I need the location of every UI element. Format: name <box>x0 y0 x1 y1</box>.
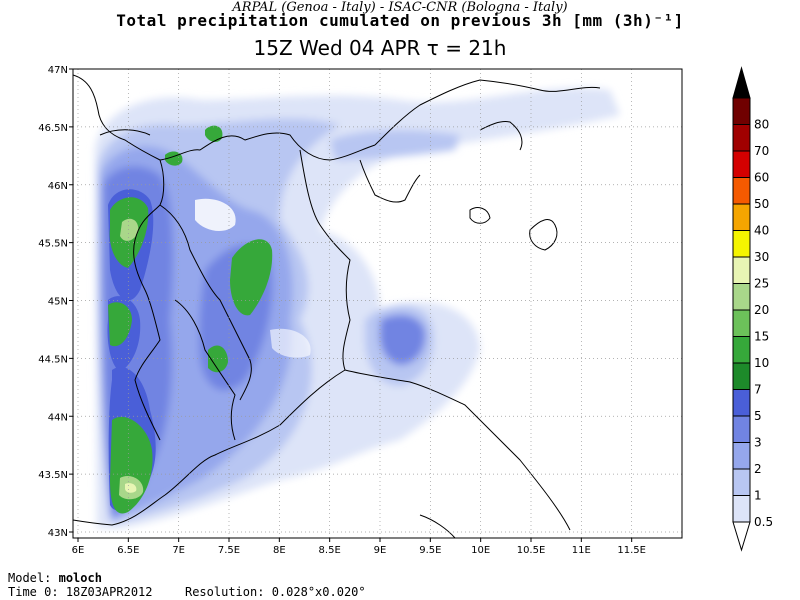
model-label: Model: <box>8 571 52 585</box>
lake-outline <box>469 207 491 224</box>
footer-model: Model: moloch <box>8 571 102 585</box>
axis-ticks: 6E 6.5E 7E 7.5E 8E 8.5E 9E 9.5E 10E 10.5E 11E 11.5E… <box>38 65 646 556</box>
colorbar-swatch <box>732 230 751 258</box>
precip-gap <box>195 198 236 232</box>
lon-tick-label: 9E <box>374 545 387 556</box>
resolution-value: 0.028°x0.020° <box>271 585 366 599</box>
region-border <box>479 121 523 151</box>
colorbar-level-label: 50 <box>754 197 769 211</box>
footer-time: Time 0: 18Z03APR2012 Resolution: 0.028°x… <box>8 585 366 599</box>
lon-tick-label: 7.5E <box>218 545 240 556</box>
coastline <box>73 369 571 531</box>
lake-border <box>359 159 421 203</box>
colorbar-level-label: 70 <box>754 144 769 158</box>
coastline <box>73 74 161 161</box>
colorbar-level-label: 5 <box>754 409 762 423</box>
lon-tick-label: 6.5E <box>117 545 139 556</box>
region-border <box>299 149 351 371</box>
lat-tick-label: 44.5N <box>38 354 68 365</box>
country-border <box>374 79 601 146</box>
lon-tick-label: 11.5E <box>617 545 646 556</box>
colorbar-level-label: 20 <box>754 303 769 317</box>
map-frame <box>72 68 683 539</box>
lon-tick-label: 6E <box>72 545 85 556</box>
coastlines-borders <box>73 74 601 538</box>
region-border <box>174 299 236 441</box>
colorbar-swatch <box>732 97 751 125</box>
colorbar-swatch <box>732 468 751 496</box>
colorbar-level-label: 25 <box>754 277 769 291</box>
colorbar-level-label: 40 <box>754 224 769 238</box>
precip-core-10mm <box>205 125 223 142</box>
graticule <box>73 69 682 538</box>
lon-tick-label: 7E <box>172 545 185 556</box>
map-title: Total precipitation cumulated on previou… <box>116 11 684 30</box>
region-border <box>159 204 252 401</box>
colorbar-level-label: 0.5 <box>754 515 773 529</box>
colorbar-swatch <box>732 283 751 311</box>
colorbar-level-label: 7 <box>754 383 762 397</box>
colorbar-min-triangle <box>732 521 751 552</box>
precip-core-10mm <box>230 239 273 316</box>
colorbar-swatch <box>732 415 751 443</box>
lat-tick-label: 43N <box>48 528 68 539</box>
model-value: moloch <box>58 571 102 585</box>
lon-tick-label: 10.5E <box>517 545 546 556</box>
credits-line: ARPAL (Genoa - Italy) - ISAC-CNR (Bologn… <box>232 0 568 15</box>
precip-gap <box>270 328 311 358</box>
colorbar-swatch <box>732 495 751 523</box>
country-border <box>133 159 165 441</box>
lat-tick-label: 44N <box>48 412 68 423</box>
colorbar-swatch <box>732 309 751 337</box>
lat-tick-label: 46.5N <box>38 123 68 134</box>
lon-tick-label: 8E <box>273 545 286 556</box>
colorbar-swatch <box>732 124 751 152</box>
colorbar-swatch <box>732 203 751 231</box>
colorbar-swatch <box>732 362 751 390</box>
colorbar-swatch <box>732 256 751 284</box>
colorbar-swatch <box>732 150 751 178</box>
lake-outline <box>529 219 558 251</box>
colorbar-swatch <box>732 177 751 205</box>
colorbar-level-label: 60 <box>754 171 769 185</box>
colorbar: 0.5 1 2 3 5 7 10 15 20 25 30 40 50 60 70 80 <box>732 66 773 552</box>
time-label: Time 0: <box>8 585 59 599</box>
lat-tick-label: 43.5N <box>38 470 68 481</box>
colorbar-level-label: 30 <box>754 250 769 264</box>
colorbar-level-label: 80 <box>754 118 769 132</box>
colorbar-swatch <box>732 389 751 417</box>
lon-tick-label: 8.5E <box>319 545 341 556</box>
colorbar-level-label: 3 <box>754 436 762 450</box>
lat-tick-label: 47N <box>48 65 68 76</box>
lat-tick-label: 45.5N <box>38 239 68 250</box>
island-outline <box>419 514 456 538</box>
colorbar-level-label: 2 <box>754 462 762 476</box>
precip-core-30mm <box>125 483 137 493</box>
colorbar-swatch <box>732 442 751 470</box>
colorbar-swatch <box>732 336 751 364</box>
precipitation-field <box>95 87 620 529</box>
lake-outline <box>99 129 151 136</box>
colorbar-level-label: 10 <box>754 356 769 370</box>
precip-core-20mm <box>120 218 139 241</box>
precip-core-10mm <box>208 345 228 373</box>
precip-core-10mm <box>108 302 132 347</box>
colorbar-max-triangle <box>732 66 751 99</box>
country-border <box>159 132 376 161</box>
time-value: 18Z03APR2012 <box>65 585 153 599</box>
lon-tick-label: 9.5E <box>419 545 441 556</box>
colorbar-level-label: 1 <box>754 489 762 503</box>
colorbar-level-label: 15 <box>754 330 769 344</box>
lat-tick-label: 45N <box>48 297 68 308</box>
lon-tick-label: 11E <box>572 545 591 556</box>
resolution-label: Resolution: <box>184 585 265 599</box>
lat-tick-label: 46N <box>48 181 68 192</box>
map-subtitle: 15Z Wed 04 APR τ = 21h <box>253 36 507 60</box>
lon-tick-label: 10E <box>471 545 490 556</box>
